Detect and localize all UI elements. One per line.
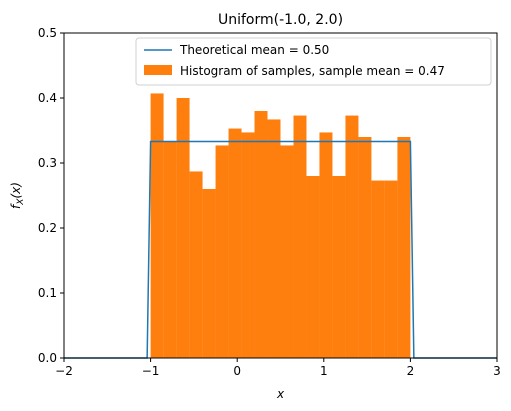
histogram-bar <box>150 93 164 358</box>
chart-title: Uniform(-1.0, 2.0) <box>218 12 343 28</box>
y-ticks: 0.0 0.1 0.2 0.3 0.4 0.5 <box>38 26 64 365</box>
legend: Theoretical mean = 0.50 Histogram of samp… <box>135 37 492 86</box>
x-tick-label: −1 <box>142 364 160 378</box>
x-axis-label: x <box>276 387 285 401</box>
x-tick-label: −2 <box>55 364 73 378</box>
y-tick-label: 0.3 <box>38 156 57 170</box>
histogram-bar <box>215 145 229 358</box>
histogram-bar <box>228 128 242 358</box>
histogram-bar <box>397 137 411 358</box>
histogram-bar <box>202 189 216 358</box>
histogram-bar <box>319 132 333 358</box>
histogram-bar <box>241 132 255 358</box>
x-tick-label: 3 <box>493 364 501 378</box>
axes-frame <box>63 32 498 359</box>
y-tick-label: 0.0 <box>38 351 57 365</box>
x-tick-label: 2 <box>407 364 415 378</box>
histogram-bar <box>384 180 398 358</box>
y-axis-label: fX(x) <box>9 182 26 209</box>
x-ticks: −2 −1 0 1 2 3 <box>55 358 501 378</box>
histogram-bar <box>254 111 268 358</box>
histogram-bar <box>371 180 385 358</box>
histogram-bar <box>280 145 294 358</box>
y-tick-label: 0.2 <box>38 221 57 235</box>
histogram-bar <box>358 137 372 358</box>
histogram-bar <box>345 115 359 358</box>
histogram-bar <box>306 176 320 358</box>
histogram-bar <box>332 176 346 358</box>
histogram-bar <box>293 115 307 358</box>
y-tick-label: 0.5 <box>38 26 57 40</box>
x-tick-label: 1 <box>320 364 328 378</box>
y-tick-label: 0.1 <box>38 286 57 300</box>
y-tick-label: 0.4 <box>38 91 57 105</box>
histogram-bar <box>163 141 177 358</box>
x-tick-label: 0 <box>233 364 241 378</box>
legend-label-theoretical: Theoretical mean = 0.50 <box>179 43 329 57</box>
legend-box <box>135 37 492 86</box>
histogram-bar <box>189 171 203 358</box>
legend-hist-swatch <box>144 65 172 75</box>
legend-label-histogram: Histogram of samples, sample mean = 0.47 <box>180 64 445 78</box>
histogram-bars <box>150 93 411 358</box>
histogram-bar <box>267 119 281 358</box>
histogram-bar <box>176 98 190 358</box>
